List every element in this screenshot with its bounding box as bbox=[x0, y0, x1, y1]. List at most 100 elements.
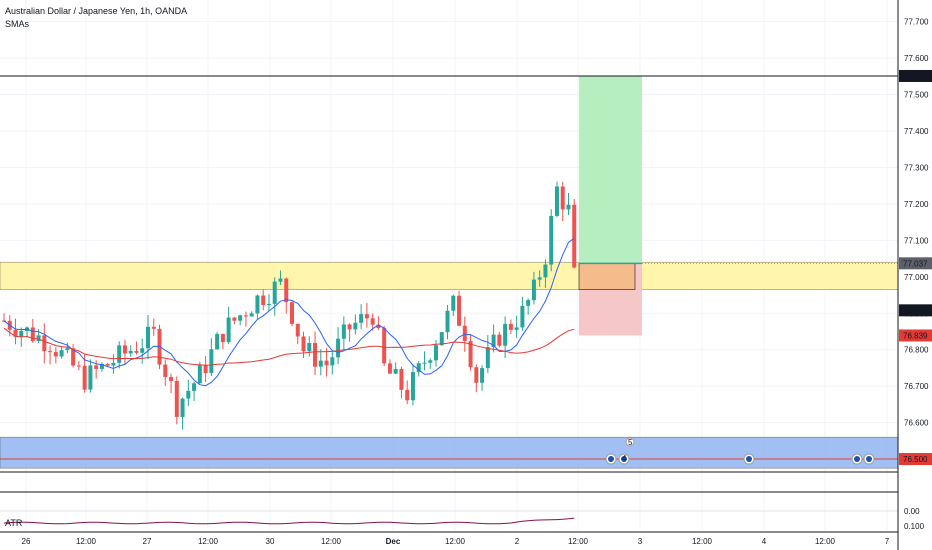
candle-body bbox=[146, 326, 150, 349]
candle-body bbox=[105, 364, 110, 366]
candle-body bbox=[220, 333, 225, 343]
candle-body bbox=[399, 368, 404, 390]
price-tick-label: 77.000 bbox=[904, 273, 929, 282]
atr-line bbox=[3, 517, 575, 525]
event-count: 5 bbox=[628, 438, 633, 447]
candle-body bbox=[163, 364, 168, 378]
candle-body bbox=[330, 357, 335, 366]
price-tick-label: 76.600 bbox=[904, 419, 929, 428]
price-tick-label: 77.700 bbox=[904, 18, 929, 27]
candle-body bbox=[151, 326, 156, 329]
price-tick-label: 77.200 bbox=[904, 200, 929, 209]
candle-body bbox=[30, 327, 35, 341]
candle-body bbox=[572, 204, 577, 268]
time-tick-label: 12:00 bbox=[76, 537, 97, 546]
time-tick-label: 12:00 bbox=[198, 537, 219, 546]
price-badge-label: 76.500 bbox=[903, 455, 928, 464]
candle-body bbox=[474, 367, 479, 383]
time-tick-label: 12:00 bbox=[815, 537, 836, 546]
candle-body bbox=[543, 264, 548, 278]
candle-body bbox=[526, 300, 531, 306]
candle-body bbox=[59, 350, 64, 357]
candle-body bbox=[226, 317, 231, 343]
flag-icon-fill bbox=[621, 456, 627, 463]
candle-body bbox=[416, 363, 421, 373]
candle-body bbox=[295, 323, 300, 337]
time-tick-label: 12:00 bbox=[445, 537, 466, 546]
long-position-tool[interactable] bbox=[578, 75, 898, 336]
atr-tick-label: 0.00 bbox=[904, 507, 920, 516]
price-tick-label: 76.800 bbox=[904, 346, 929, 355]
time-tick-label: 7 bbox=[885, 537, 890, 546]
candle-body bbox=[88, 365, 93, 390]
time-tick-label: 12:00 bbox=[568, 537, 589, 546]
candlestick-series bbox=[2, 181, 577, 430]
time-tick-label: 27 bbox=[143, 537, 152, 546]
candle-body bbox=[243, 315, 248, 317]
price-tick-label: 77.100 bbox=[904, 236, 929, 245]
candle-body bbox=[42, 335, 47, 352]
candle-body bbox=[497, 334, 502, 346]
candle-body bbox=[457, 295, 462, 326]
candle-body bbox=[284, 278, 289, 303]
candle-body bbox=[434, 345, 438, 361]
atr-label[interactable]: ATR bbox=[5, 518, 23, 528]
candle-body bbox=[215, 333, 220, 350]
candle-body bbox=[111, 362, 116, 366]
support-zone bbox=[0, 436, 899, 469]
candle-body bbox=[554, 186, 559, 216]
candle-body bbox=[82, 365, 87, 390]
candle-body bbox=[53, 352, 58, 357]
flag-icon-fill bbox=[854, 456, 860, 463]
price-axis[interactable]: 77.700 77.600 77.500 77.400 77.300 77.200 77.1… bbox=[897, 0, 932, 550]
time-tick-label: 2 bbox=[515, 537, 520, 546]
sma-lines bbox=[3, 237, 575, 387]
candle-body bbox=[451, 295, 456, 311]
candle-body bbox=[428, 360, 433, 363]
price-tick-label: 77.300 bbox=[904, 163, 929, 172]
chart-title: Australian Dollar / Japanese Yen, 1h, OA… bbox=[5, 6, 188, 16]
candle-body bbox=[134, 350, 139, 353]
candle-body bbox=[313, 342, 318, 367]
candle-body bbox=[347, 324, 352, 330]
indicator-label[interactable]: SMAs bbox=[5, 19, 30, 29]
candle-body bbox=[203, 365, 208, 374]
time-axis[interactable]: 26 12:00 27 12:00 30 12:00 Dec 12:00 2 12:00 3 12:0… bbox=[0, 531, 898, 546]
atr-tick-label: 0.100 bbox=[904, 522, 925, 531]
candle-body bbox=[491, 334, 496, 348]
price-badge-label: 76.908 bbox=[903, 306, 928, 315]
horizontal-lines[interactable] bbox=[0, 75, 898, 512]
candle-body bbox=[266, 303, 271, 306]
candle-body bbox=[410, 372, 415, 401]
candle-body bbox=[364, 314, 369, 319]
price-zones[interactable] bbox=[0, 261, 899, 469]
candle-body bbox=[370, 318, 375, 325]
flag-icon-fill bbox=[866, 456, 872, 463]
candle-body bbox=[566, 204, 571, 210]
candle-body bbox=[514, 327, 519, 330]
candle-body bbox=[382, 328, 387, 364]
flag-icon-fill bbox=[608, 456, 614, 463]
candle-body bbox=[238, 315, 243, 321]
event-count-icon bbox=[625, 437, 635, 447]
candle-body bbox=[503, 323, 508, 346]
candle-body bbox=[272, 281, 277, 304]
candle-body bbox=[393, 368, 398, 374]
candle-body bbox=[549, 215, 554, 265]
candle-body bbox=[290, 302, 294, 324]
time-tick-label: 26 bbox=[22, 537, 31, 546]
candle-body bbox=[439, 332, 444, 346]
time-tick-label: 3 bbox=[638, 537, 643, 546]
candle-body bbox=[192, 383, 197, 391]
candle-body bbox=[341, 324, 346, 339]
sma-fast-line bbox=[3, 237, 575, 387]
candle-body bbox=[387, 363, 392, 374]
candle-body bbox=[445, 310, 450, 333]
candle-body bbox=[422, 362, 427, 364]
target-area bbox=[579, 75, 642, 264]
candle-body bbox=[301, 336, 306, 352]
candle-body bbox=[94, 365, 99, 369]
candle-body bbox=[462, 325, 467, 341]
event-markers[interactable]: 54 bbox=[605, 437, 875, 465]
